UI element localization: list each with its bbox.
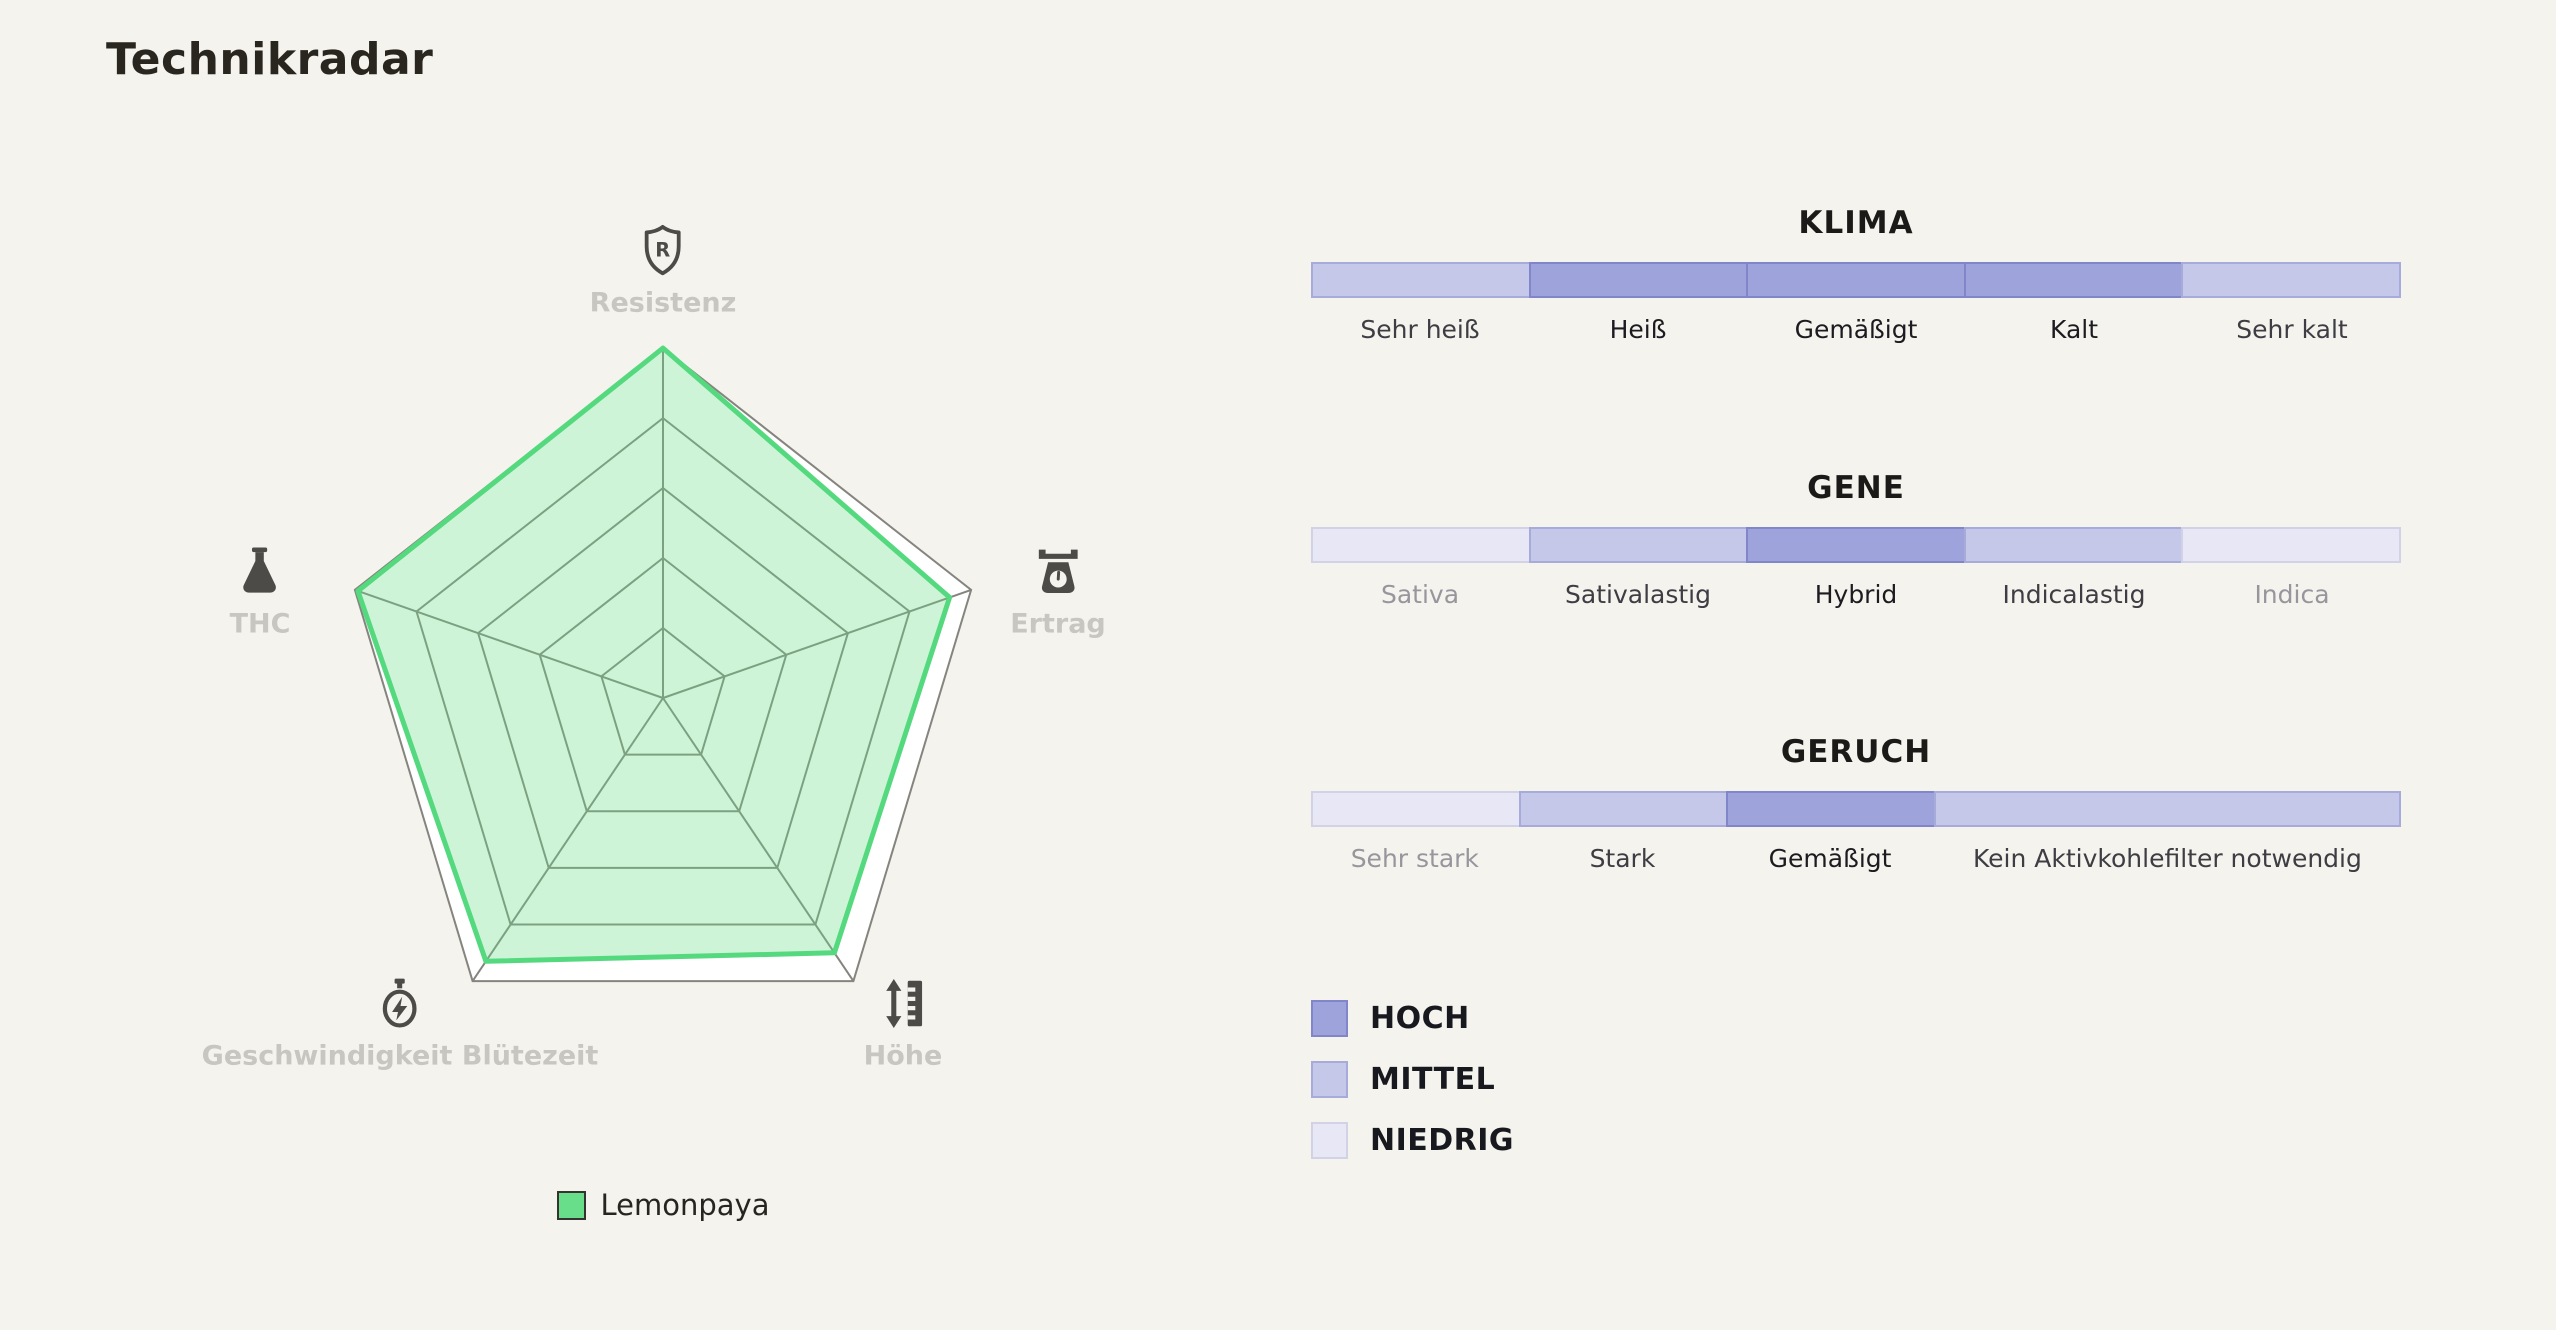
level-bar-track [1311,262,2401,298]
level-swatch [1311,1122,1348,1159]
level-segment-hoch [1746,262,1966,298]
radar-data-polygon [355,345,953,964]
level-segment-label: Indicalastig [2002,580,2146,609]
level-segment-label: Stark [1589,844,1656,873]
radar-axis-geschwindigkeit-bl-tezeit: Geschwindigkeit Blütezeit [201,977,599,1072]
series-color-swatch [556,1190,586,1220]
radar-axis-label: Höhe [863,1040,943,1072]
level-segment-label: Sehr stark [1350,844,1479,873]
level-legend-item-niedrig: NIEDRIG [1311,1122,1514,1159]
radar-axis-spoke [471,697,664,982]
radar-axis-thc: THC [229,545,291,640]
page-title: Technikradar [106,34,434,85]
level-segment-hoch [1528,262,1749,298]
bar-group-title: KLIMA [1798,205,1914,241]
radar-axis-ertrag: Ertrag [1010,545,1106,640]
level-segment-mittel [1518,791,1729,827]
level-label: NIEDRIG [1370,1123,1515,1158]
level-segment-mittel [1528,527,1749,563]
level-segment-label: Sativa [1380,580,1460,609]
level-label: HOCH [1370,1001,1470,1036]
radar-plot [353,345,973,983]
radar-axis-label: Resistenz [589,287,737,319]
level-bar-track [1311,791,2402,827]
level-segment-hoch [1963,262,2184,298]
level-segment-label: Sehr kalt [2236,315,2348,344]
level-segment-label: Gemäßigt [1768,844,1892,873]
level-segment-niedrig [1311,527,1531,563]
level-legend-item-mittel: MITTEL [1311,1061,1514,1098]
level-segment-mittel [1311,262,1531,298]
radar-axis-h-he: Höhe [863,977,943,1072]
level-bar-labels: Sehr heiß Heiß Gemäßigt Kalt Sehr kalt [1311,315,2401,344]
level-segment-label: Hybrid [1814,580,1898,609]
height-ruler-icon [886,979,923,1028]
radar-axis-resistenz: R Resistenz [589,224,737,319]
radar-grid-ring [600,626,726,756]
weighing-scale-icon [1038,549,1078,594]
level-segment-hoch [1726,791,1937,827]
radar-series-legend[interactable]: Lemonpaya [213,1188,1113,1222]
level-segment-label: Kein Aktivkohlefilter notwendig [1973,844,2362,873]
level-segment-mittel [2181,262,2401,298]
level-segment-niedrig [2181,527,2401,563]
bar-group-geruch: GERUCH Sehr stark Stark Gemäßigt Kein Aktivk… [1311,733,2402,873]
svg-text:R: R [656,238,671,261]
level-bar-labels: Sehr stark Stark Gemäßigt Kein Aktivkohlefi… [1311,844,2401,873]
radar-axis-label: THC [229,608,291,640]
radar-axis-spoke [354,588,664,699]
radar-grid-ring [538,556,788,813]
radar-axis-spoke [662,588,972,699]
radar-grid-ring [415,416,911,926]
level-segment-label: Sativalastig [1565,580,1711,609]
radar-axis-spoke [662,697,855,982]
shield-r-icon: R [645,224,681,276]
level-label: MITTEL [1370,1062,1496,1097]
level-legend: HOCH MITTEL NIEDRIG [1311,1000,1514,1183]
stopwatch-icon [383,978,417,1028]
level-segment-hoch [1746,527,1966,563]
bar-group-title: GERUCH [1780,734,1932,770]
level-segment-label: Heiß [1609,315,1667,344]
series-name-label: Lemonpaya [600,1188,770,1222]
bar-group-klima: KLIMA Sehr heiß Heiß Gemäßigt Kalt Sehr kalt [1311,204,2401,344]
level-swatch [1311,1061,1348,1098]
level-segment-mittel [1934,791,2402,827]
level-segment-niedrig [1311,791,1521,827]
level-swatch [1311,1000,1348,1037]
level-segment-label: Gemäßigt [1794,315,1918,344]
radar-axis-label: Ertrag [1010,608,1106,640]
level-bar-track [1311,527,2401,563]
bar-group-gene: GENE Sativa Sativalastig Hybrid Indicalastig… [1311,469,2401,609]
radar-axis-label: Geschwindigkeit Blütezeit [201,1040,599,1072]
level-segment-label: Kalt [2049,315,2099,344]
level-segment-label: Sehr heiß [1360,315,1480,344]
level-segment-label: Indica [2254,580,2330,609]
level-legend-item-hoch: HOCH [1311,1000,1514,1037]
level-segment-mittel [1963,527,2184,563]
level-bar-labels: Sativa Sativalastig Hybrid Indicalastig Indi… [1311,580,2401,609]
flask-icon [243,547,277,593]
radar-grid-ring [476,486,850,869]
bar-group-title: GENE [1807,470,1905,506]
